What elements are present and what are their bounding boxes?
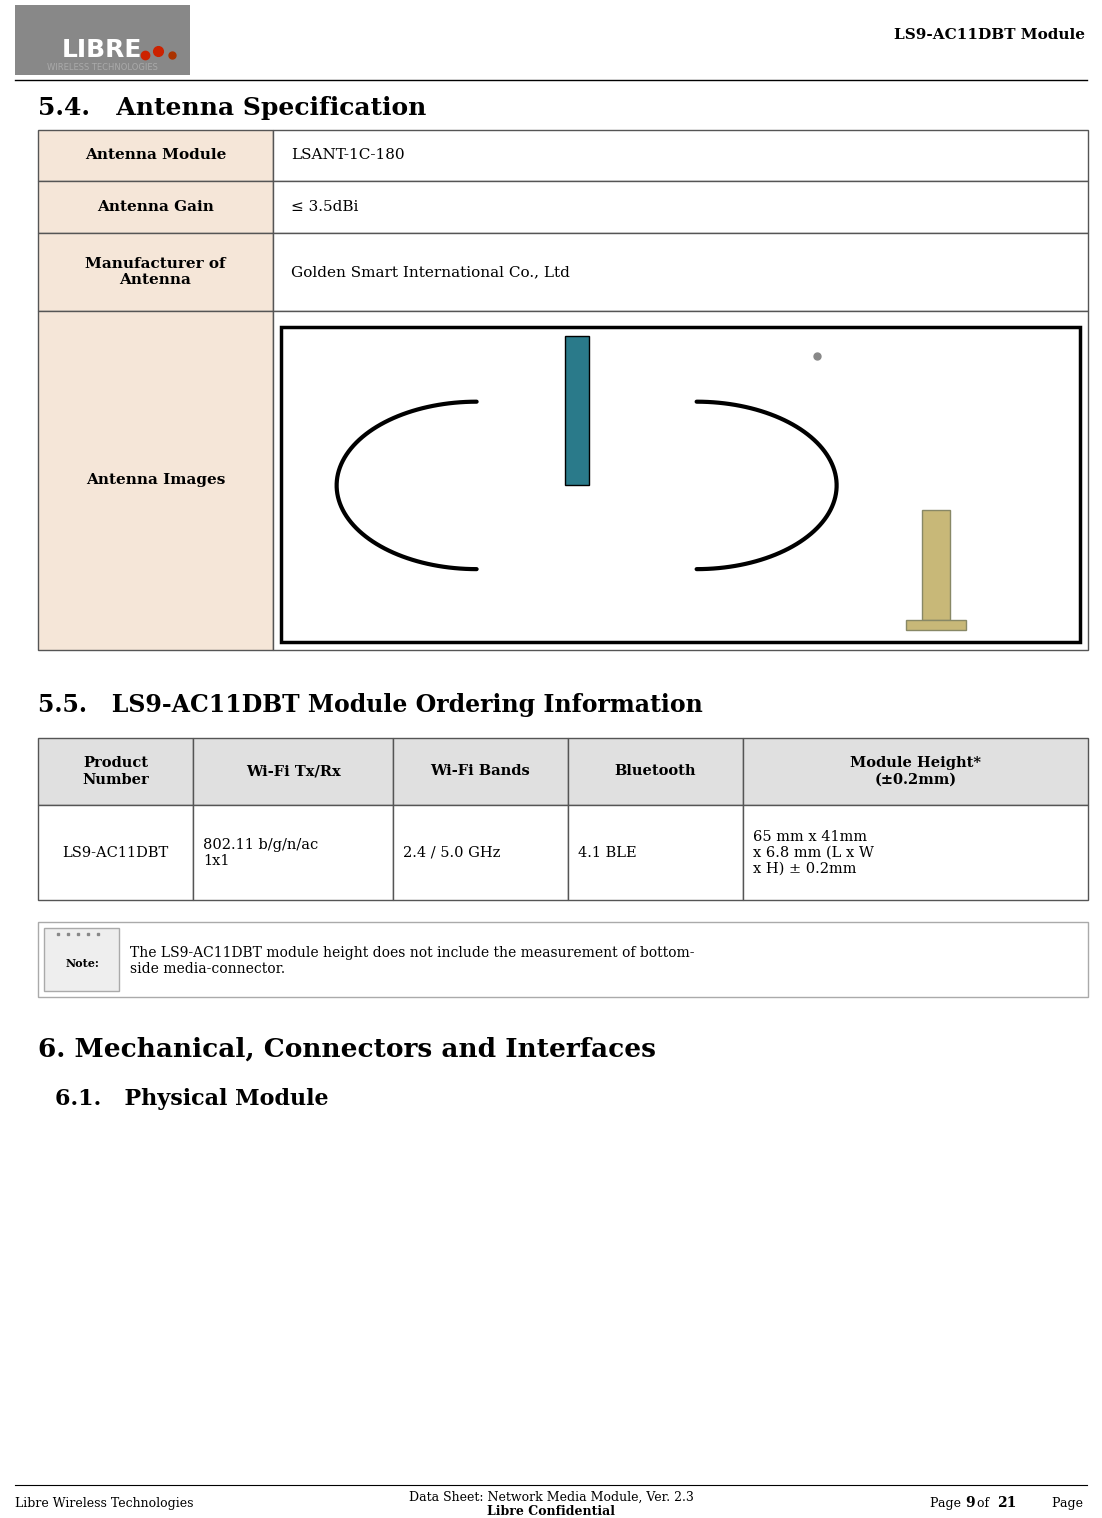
Bar xyxy=(37,129,273,182)
Text: LSANT-1C-180: LSANT-1C-180 xyxy=(291,149,404,162)
Bar xyxy=(393,738,568,806)
Text: Bluetooth: Bluetooth xyxy=(615,765,696,779)
Text: Manufacturer of
Antenna: Manufacturer of Antenna xyxy=(85,257,226,287)
Bar xyxy=(37,806,193,900)
Bar xyxy=(906,619,966,630)
Bar xyxy=(273,182,1088,234)
Text: 802.11 b/g/n/ac
1x1: 802.11 b/g/n/ac 1x1 xyxy=(203,838,318,868)
Bar xyxy=(273,234,1088,311)
Text: 9: 9 xyxy=(965,1497,974,1510)
Bar xyxy=(37,311,273,650)
Bar xyxy=(193,806,393,900)
Bar xyxy=(743,738,1088,806)
Text: 4.1 BLE: 4.1 BLE xyxy=(579,846,637,859)
Bar xyxy=(564,335,588,486)
Bar xyxy=(393,806,568,900)
Text: Antenna Module: Antenna Module xyxy=(85,149,226,162)
Bar xyxy=(568,806,743,900)
Text: Product
Number: Product Number xyxy=(83,756,149,786)
Bar xyxy=(37,738,193,806)
Text: Page: Page xyxy=(930,1497,965,1509)
Text: Libre Confidential: Libre Confidential xyxy=(487,1504,615,1518)
Text: LS9-AC11DBT Module: LS9-AC11DBT Module xyxy=(894,27,1085,43)
Bar xyxy=(193,738,393,806)
Text: Wi-Fi Tx/Rx: Wi-Fi Tx/Rx xyxy=(246,765,341,779)
Text: Golden Smart International Co., Ltd: Golden Smart International Co., Ltd xyxy=(291,266,570,279)
Text: Antenna Gain: Antenna Gain xyxy=(97,200,214,214)
Bar xyxy=(273,311,1088,650)
Bar xyxy=(37,234,273,311)
Text: WIRELESS TECHNOLOGIES: WIRELESS TECHNOLOGIES xyxy=(46,64,158,73)
Text: ≤ 3.5dBi: ≤ 3.5dBi xyxy=(291,200,358,214)
Text: 5.5.   LS9-AC11DBT Module Ordering Information: 5.5. LS9-AC11DBT Module Ordering Informa… xyxy=(37,692,703,716)
Text: 5.4.   Antenna Specification: 5.4. Antenna Specification xyxy=(37,96,426,120)
Text: Module Height*
(±0.2mm): Module Height* (±0.2mm) xyxy=(850,756,981,786)
Text: Wi-Fi Bands: Wi-Fi Bands xyxy=(431,765,530,779)
Text: The LS9-AC11DBT module height does not include the measurement of bottom-
side m: The LS9-AC11DBT module height does not i… xyxy=(130,946,694,976)
Bar xyxy=(273,129,1088,182)
Bar xyxy=(922,510,950,619)
Bar xyxy=(743,806,1088,900)
Bar xyxy=(37,921,1088,997)
Text: Note:: Note: xyxy=(65,958,99,968)
Bar xyxy=(281,326,1080,642)
Text: 65 mm x 41mm
x 6.8 mm (L x W
x H) ± 0.2mm: 65 mm x 41mm x 6.8 mm (L x W x H) ± 0.2m… xyxy=(753,829,874,876)
Text: LS9-AC11DBT: LS9-AC11DBT xyxy=(63,846,169,859)
Bar xyxy=(44,927,119,991)
Bar xyxy=(568,738,743,806)
Text: Data Sheet: Network Media Module, Ver. 2.3: Data Sheet: Network Media Module, Ver. 2… xyxy=(409,1491,693,1504)
Bar xyxy=(37,182,273,234)
Text: 6. Mechanical, Connectors and Interfaces: 6. Mechanical, Connectors and Interfaces xyxy=(37,1037,656,1063)
Text: Antenna Images: Antenna Images xyxy=(86,474,225,487)
Text: Libre Wireless Technologies: Libre Wireless Technologies xyxy=(15,1497,194,1509)
Text: Page: Page xyxy=(1052,1497,1087,1509)
Text: 6.1.   Physical Module: 6.1. Physical Module xyxy=(55,1088,328,1110)
Text: LIBRE: LIBRE xyxy=(62,38,142,62)
Text: 2.4 / 5.0 GHz: 2.4 / 5.0 GHz xyxy=(403,846,500,859)
Text: 21: 21 xyxy=(997,1497,1016,1510)
Bar xyxy=(15,5,190,74)
Text: of: of xyxy=(973,1497,993,1509)
